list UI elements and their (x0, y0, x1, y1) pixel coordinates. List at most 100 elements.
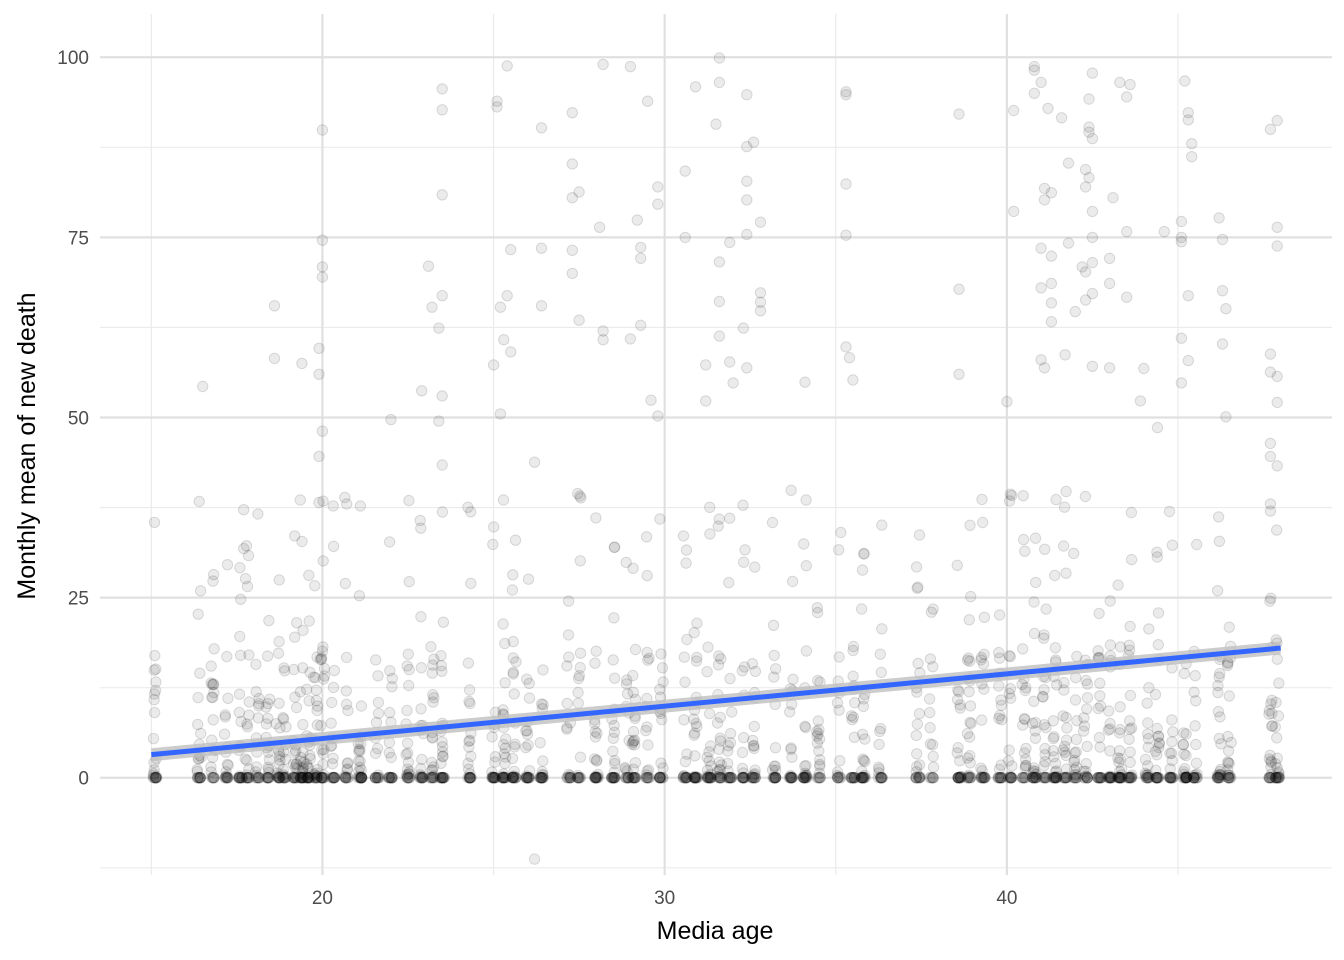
data-point (427, 659, 439, 671)
major-gridlines (100, 14, 1332, 875)
data-point (875, 772, 887, 784)
data-point (1125, 772, 1137, 784)
data-point (302, 772, 314, 784)
data-point (859, 733, 871, 745)
data-point (565, 771, 577, 784)
data-point (1224, 772, 1236, 784)
data-point (1124, 772, 1137, 784)
data-point (977, 772, 989, 784)
data-point (566, 192, 578, 204)
data-point (297, 772, 310, 784)
data-point (1273, 772, 1285, 784)
data-point (691, 772, 704, 784)
data-point (1092, 772, 1104, 784)
data-point (1263, 772, 1276, 784)
data-point (1114, 772, 1126, 784)
data-point (298, 772, 310, 784)
data-point (251, 772, 264, 784)
data-point (741, 175, 753, 187)
data-point (523, 772, 535, 784)
data-point (537, 755, 549, 767)
data-point (464, 772, 477, 784)
data-point (1164, 772, 1177, 784)
data-point (1190, 757, 1203, 769)
data-point (1069, 772, 1082, 784)
data-point (207, 678, 220, 690)
data-point (508, 688, 520, 700)
data-point (149, 772, 162, 784)
data-point (713, 256, 726, 268)
data-point (1029, 732, 1042, 744)
data-point (873, 763, 885, 775)
data-point (535, 772, 547, 784)
data-point (1180, 749, 1192, 762)
data-point (799, 760, 811, 772)
data-point (736, 665, 748, 677)
data-point (1271, 653, 1284, 665)
data-point (961, 727, 974, 740)
data-point (536, 772, 549, 784)
data-point (497, 704, 509, 716)
data-point (1095, 700, 1107, 712)
data-point (1151, 772, 1163, 784)
data-point (401, 704, 413, 717)
data-point (273, 697, 285, 709)
data-point (253, 772, 265, 784)
data-point (848, 772, 860, 784)
data-point (769, 760, 781, 772)
data-point (1188, 772, 1200, 784)
data-point (241, 718, 253, 730)
data-point (573, 186, 585, 198)
data-point (1029, 532, 1042, 544)
data-point (1035, 76, 1047, 89)
data-point (874, 725, 886, 738)
data-point (521, 728, 534, 740)
data-point (571, 772, 584, 784)
data-point (508, 772, 520, 784)
data-point (507, 569, 519, 581)
data-point (234, 649, 247, 661)
data-point (149, 772, 162, 784)
data-point (1212, 511, 1225, 523)
data-point (462, 763, 475, 775)
data-point (748, 720, 760, 733)
data-point (301, 760, 313, 773)
data-point (724, 512, 736, 524)
data-point (798, 771, 810, 784)
data-point (704, 772, 716, 784)
data-point (340, 772, 352, 784)
data-point (317, 772, 330, 784)
data-point (722, 765, 734, 777)
data-point (262, 697, 274, 710)
data-point (205, 761, 217, 773)
data-point (147, 769, 160, 782)
data-point (608, 541, 620, 554)
data-point (1040, 603, 1052, 615)
data-point (315, 772, 328, 784)
data-point (952, 772, 964, 784)
data-point (992, 772, 1004, 784)
data-point (678, 770, 690, 782)
data-point (401, 763, 414, 775)
data-point (1083, 171, 1095, 184)
data-point (911, 582, 923, 594)
data-point (872, 761, 885, 773)
data-point (1037, 690, 1049, 703)
data-point (627, 562, 639, 574)
data-point (194, 667, 206, 679)
data-point (574, 661, 586, 674)
data-point (954, 772, 967, 784)
data-point (1070, 746, 1082, 758)
data-point (608, 772, 620, 784)
data-point (925, 606, 938, 618)
data-point (799, 769, 812, 782)
data-point (437, 751, 449, 763)
data-point (207, 772, 220, 784)
data-point (1081, 772, 1093, 784)
data-point (979, 772, 991, 784)
data-point (1002, 755, 1015, 767)
data-point (954, 771, 966, 784)
data-point (273, 770, 285, 782)
data-point (626, 772, 638, 784)
data-point (277, 770, 289, 782)
